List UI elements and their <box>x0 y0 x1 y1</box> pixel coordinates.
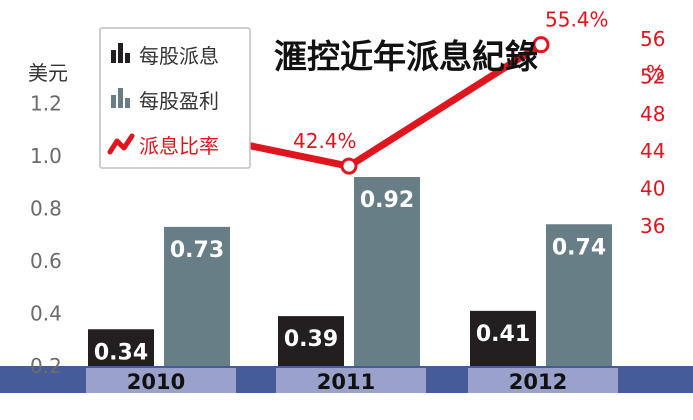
y-right-tick-label: 40 <box>640 177 665 201</box>
eps-value-label: 0.74 <box>552 235 606 260</box>
dividend-value-label: 0.39 <box>284 327 338 352</box>
bar-chart-icon <box>111 88 130 108</box>
y-right-unit: % <box>646 61 665 85</box>
y-left-tick-label: 1.0 <box>30 144 62 168</box>
y-left-unit: 美元 <box>28 61 68 85</box>
eps-bar <box>164 226 230 366</box>
line-chart-icon <box>107 133 135 155</box>
dividend-bar <box>470 310 536 366</box>
category-axis: 2010 2011 2012 <box>86 368 618 394</box>
dividend-value-label: 0.34 <box>94 340 148 365</box>
eps-bar <box>546 224 612 366</box>
y-right-tick-label: 52 <box>640 64 665 88</box>
bar-chart-icon <box>111 43 130 63</box>
y-right-tick-label: 56 <box>640 27 665 51</box>
category-label: 2011 <box>317 370 375 394</box>
legend-box <box>99 27 251 169</box>
y-right-tick-label: 44 <box>640 139 665 163</box>
y-left-tick-label: 0.4 <box>30 302 62 326</box>
category-label: 2010 <box>127 370 185 394</box>
chart-title: 滙控近年派息紀錄 <box>274 37 538 76</box>
dividend-value-label: 0.41 <box>476 322 530 347</box>
legend-item-payout: 派息比率 <box>107 133 219 158</box>
y-right-tick-label: 48 <box>640 102 665 126</box>
payout-point <box>532 36 550 54</box>
dividend-bar <box>278 316 344 366</box>
category-label: 2012 <box>509 370 567 394</box>
y-left-ticks: 0.2 0.4 0.6 0.8 1.0 1.2 <box>30 92 62 379</box>
y-right-ticks: 36 40 44 48 52 56 <box>640 27 665 238</box>
eps-value-label: 0.73 <box>170 238 224 263</box>
eps-bar <box>354 177 420 366</box>
y-left-tick-label: 0.8 <box>30 197 62 221</box>
legend-label-dividend: 每股派息 <box>139 44 219 68</box>
category-label-bg <box>86 368 236 393</box>
legend-item-dividend: 每股派息 <box>111 43 219 68</box>
bars: 0.34 0.73 0.39 0.92 0.41 0.74 <box>88 177 612 366</box>
eps-value-label: 0.92 <box>360 188 414 213</box>
legend-label-payout: 派息比率 <box>139 134 219 158</box>
dividend-bar <box>88 329 154 366</box>
category-label-bg <box>468 368 618 393</box>
legend-label-eps: 每股盈利 <box>139 89 219 113</box>
y-left-tick-label: 1.2 <box>30 92 62 116</box>
y-left-tick-label: 0.2 <box>30 354 62 378</box>
legend-item-eps: 每股盈利 <box>111 88 219 113</box>
payout-value-label: 55.4% <box>545 8 609 32</box>
payout-value-label: 42.4% <box>293 129 357 153</box>
payout-point <box>340 157 358 175</box>
y-right-tick-label: 36 <box>640 214 665 238</box>
legend: 每股派息 每股盈利 派息比率 <box>99 27 251 169</box>
category-label-bg <box>276 368 426 393</box>
y-left-tick-label: 0.6 <box>30 249 62 273</box>
